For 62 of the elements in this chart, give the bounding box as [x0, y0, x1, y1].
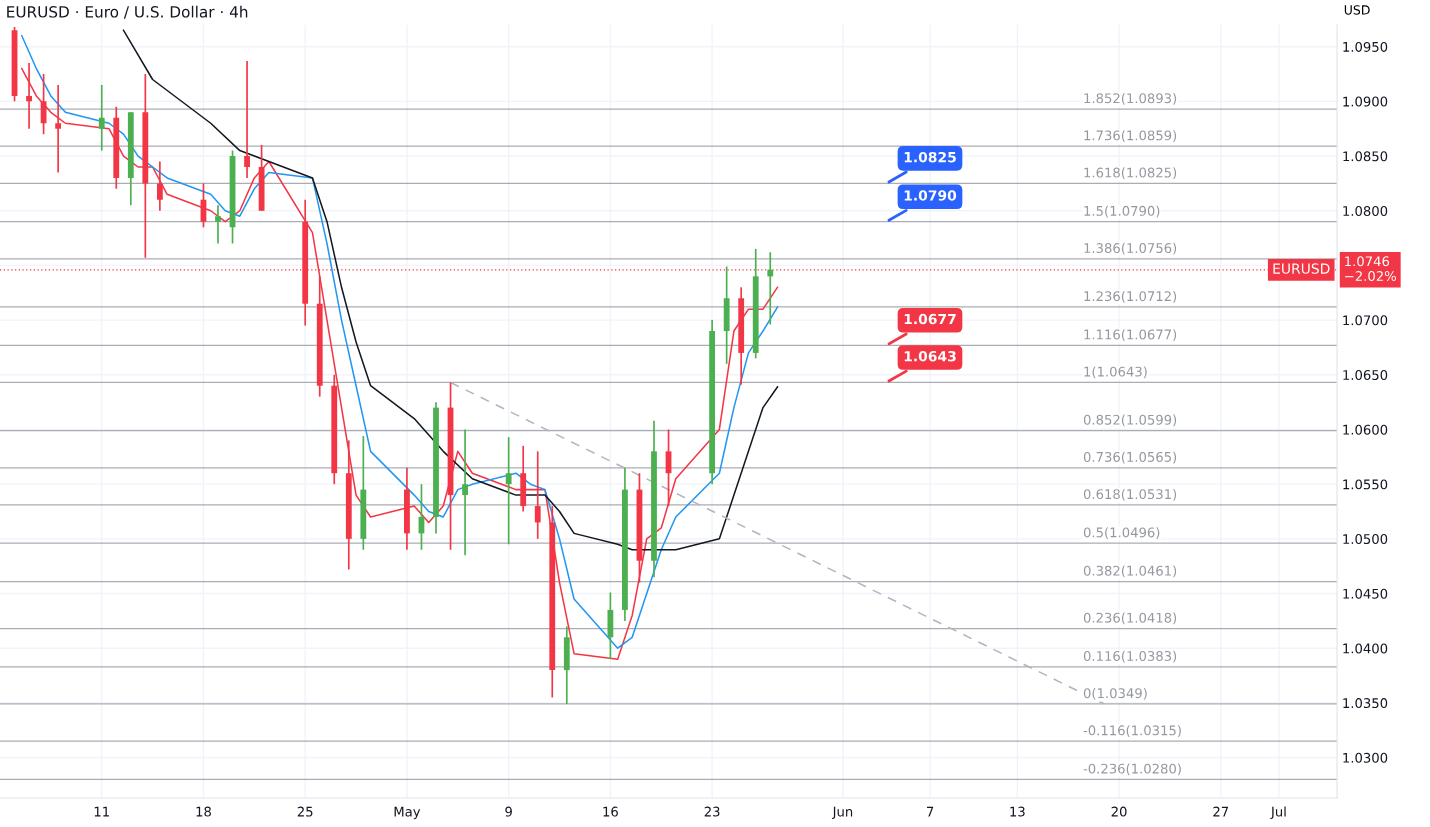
candlestick	[55, 84, 62, 174]
ref-line-label: 0.236(1.0418)	[1083, 612, 1177, 625]
ref-line-label: 0(1.0349)	[1083, 687, 1147, 700]
y-tick-label: 1.0500	[1343, 534, 1388, 545]
ref-line-label: -0.116(1.0315)	[1083, 725, 1181, 737]
ref-line-label: 1.852(1.0893)	[1084, 92, 1177, 105]
y-tick-label: 1.0800	[1343, 205, 1388, 216]
annotation: 1.0643	[904, 350, 956, 362]
y-tick-label: 1.0350	[1343, 698, 1388, 709]
ref-line-label: EURUSD	[1273, 263, 1330, 274]
x-tick-label: 23	[704, 806, 720, 817]
y-tick-label: 1.0550	[1343, 479, 1388, 490]
text: USD	[1344, 5, 1370, 15]
ref-line-label: -0.236(1.0280)	[1083, 763, 1181, 776]
candlestick	[244, 60, 250, 179]
ref-line-label: 0.5(1.0496)	[1083, 527, 1160, 539]
y-tick-label: 1.0300	[1343, 752, 1388, 763]
annotation: 1.0825	[904, 151, 956, 163]
x-tick-label: 13	[1010, 806, 1025, 817]
ref-line-label: 0.382(1.0461)	[1083, 565, 1177, 578]
x-tick-label: 7	[927, 806, 934, 817]
x-tick-label: Jul	[1270, 806, 1286, 820]
y-tick-label: 1.0700	[1343, 315, 1388, 326]
x-tick-label: Jun	[831, 806, 853, 820]
x-tick-label: 27	[1213, 806, 1229, 817]
candlestick	[505, 436, 512, 546]
ref-line-label: 1.116(1.0677)	[1084, 329, 1177, 341]
x-tick-label: 9	[505, 806, 512, 817]
y-tick-label: 1.0850	[1343, 151, 1388, 162]
ref-line-label: 0.618(1.0531)	[1083, 488, 1177, 501]
candlestick	[462, 428, 468, 557]
y-tick-label: 1.0400	[1343, 643, 1388, 654]
candlestick	[215, 204, 221, 245]
text: 1.0746 −2.02%	[1345, 256, 1396, 282]
y-tick-label: 1.0950	[1343, 41, 1388, 52]
y-tick-label: 1.0650	[1343, 370, 1388, 380]
x-tick-label: May	[394, 806, 421, 820]
candlestick	[767, 251, 774, 326]
ref-line-label: 1.618(1.0825)	[1084, 167, 1177, 180]
ref-line-label: 1.5(1.0790)	[1084, 205, 1160, 218]
ref-line-label: 1(1.0643)	[1084, 366, 1147, 379]
annotation: 1.0790	[904, 190, 957, 201]
x-tick-label: 25	[297, 806, 313, 817]
ref-line-label: 1.386(1.0756)	[1084, 242, 1177, 255]
x-tick-label: 20	[1111, 806, 1127, 817]
ref-line-label: 1.236(1.0712)	[1084, 290, 1177, 303]
candlestick	[98, 84, 105, 152]
annotation: 1.0677	[904, 313, 956, 325]
ref-line-label: 0.736(1.0565)	[1083, 451, 1177, 464]
candlestick	[534, 450, 541, 540]
x-tick-label: 16	[603, 806, 618, 817]
candlestick	[156, 160, 163, 212]
ref-line-label: 0.116(1.0383)	[1083, 650, 1177, 663]
y-tick-label: 1.0600	[1343, 424, 1388, 435]
candlestick	[40, 73, 47, 136]
ref-line-label: 1.736(1.0859)	[1084, 130, 1177, 142]
x-tick-label: 18	[196, 806, 211, 817]
y-tick-label: 1.0450	[1343, 588, 1388, 599]
y-tick-label: 1.0900	[1343, 96, 1388, 107]
x-tick-label: 11	[94, 806, 109, 817]
ref-line-label: 0.852(1.0599)	[1083, 414, 1177, 427]
chart-title: EURUSD · Euro / U.S. Dollar · 4h	[7, 5, 248, 19]
